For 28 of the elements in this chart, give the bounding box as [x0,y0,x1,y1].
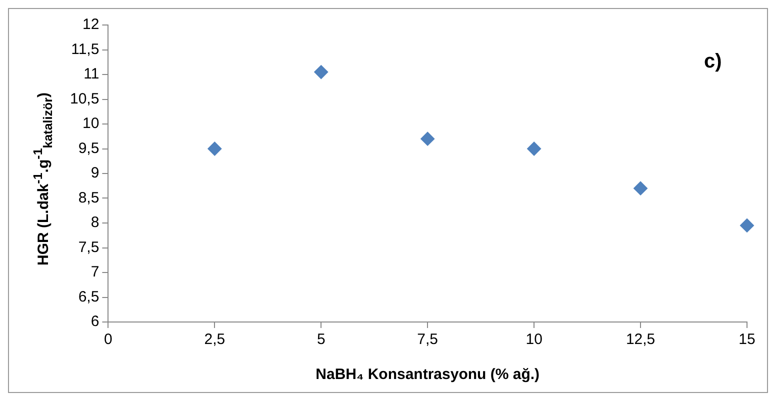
x-tick-label: 10 [526,331,542,348]
point [740,218,754,232]
point [420,132,435,146]
y-tick-label: 10,5 [70,90,100,108]
y-tick-label: 12 [82,16,100,34]
y-tick-label: 6,5 [78,288,100,306]
y-tick-label: 11,5 [71,40,100,58]
point [314,65,328,80]
y-tick-label: 9 [90,164,100,182]
x-tick-label: 5 [316,331,326,348]
y-tick-label: 6 [90,313,100,330]
y-tick-label: 7,5 [78,238,100,256]
y-tick-label: 8 [90,214,100,232]
y-tick-label: 9,5 [78,140,100,157]
y-tick-label: 11 [84,66,100,83]
x-tick-label: 0 [104,331,112,348]
annotation: c) [704,50,722,73]
x-tick-label: 12,5 [626,331,656,348]
y-tick-label: 8,5 [78,189,100,206]
x-tick-label: 15 [738,331,756,348]
y-tick-label: 7 [90,264,100,281]
x-axis-title: NaBH₄ Konsantrasyonu (% ağ.) [316,366,540,384]
x-tick-label: 2,5 [204,331,226,348]
y-tick-label: 10 [82,115,100,132]
point [208,142,222,156]
point [634,181,648,196]
point [527,142,542,156]
x-tick-label: 7,5 [417,331,438,348]
